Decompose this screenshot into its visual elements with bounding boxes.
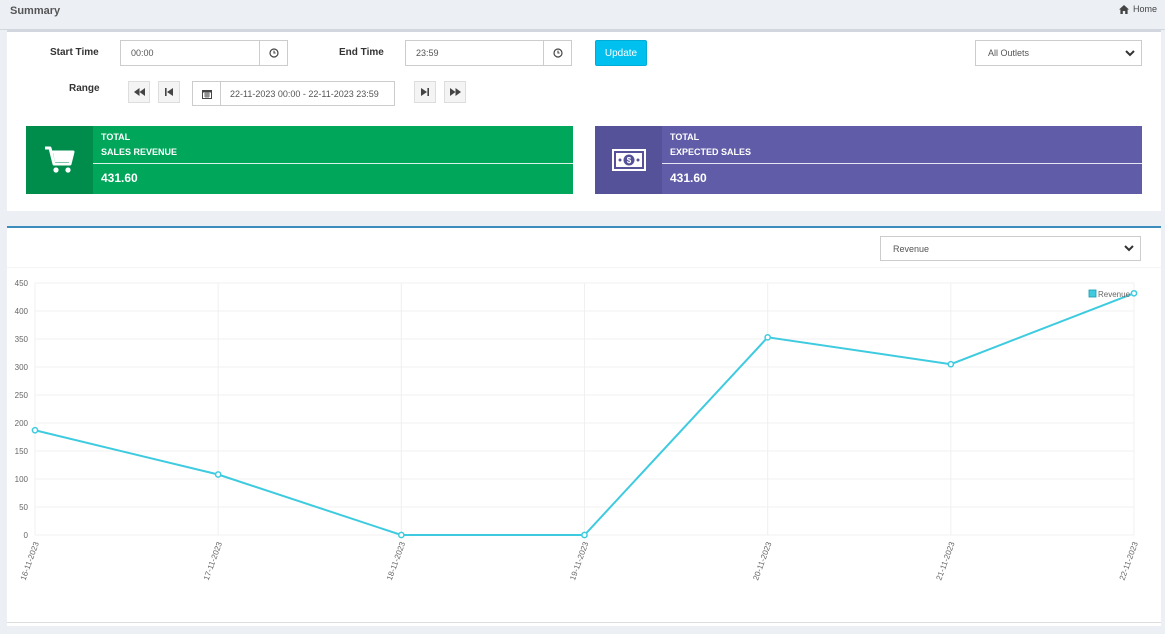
start-time-value[interactable]: 00:00 xyxy=(131,48,154,58)
chevron-down-icon xyxy=(1125,49,1135,56)
update-button[interactable]: Update xyxy=(595,40,647,66)
legend-swatch xyxy=(1088,289,1097,298)
fast-forward-icon xyxy=(449,88,461,96)
breadcrumb[interactable]: Home xyxy=(1118,4,1157,14)
step-forward-icon xyxy=(421,88,429,96)
y-tick-label: 350 xyxy=(15,335,29,344)
y-tick-label: 300 xyxy=(15,363,29,372)
x-tick-label: 22-11-2023 xyxy=(1118,540,1140,581)
filter-panel: Start Time 00:00 End Time 23:59 Update A… xyxy=(7,30,1161,211)
money-icon: $ xyxy=(595,126,662,194)
sales-revenue-card: TOTAL SALES REVENUE 431.60 xyxy=(26,126,573,194)
revenue-data-point xyxy=(764,333,772,341)
chevron-down-icon xyxy=(1124,245,1134,252)
fast-backward-icon xyxy=(133,88,145,96)
outlet-select[interactable]: All Outlets xyxy=(975,40,1142,66)
end-time-value[interactable]: 23:59 xyxy=(416,48,439,58)
chart-metric-value: Revenue xyxy=(893,243,930,254)
revenue-data-point xyxy=(1130,289,1138,297)
expected-sales-line1: TOTAL xyxy=(670,132,700,142)
y-tick-label: 200 xyxy=(15,419,29,428)
y-tick-label: 450 xyxy=(15,279,29,288)
divider xyxy=(93,163,573,164)
start-time-label: Start Time xyxy=(50,47,99,58)
expected-sales-card: $ TOTAL EXPECTED SALES 431.60 xyxy=(595,126,1142,194)
home-icon xyxy=(1118,4,1129,14)
date-range-field[interactable]: 22-11-2023 00:00 - 22-11-2023 23:59 xyxy=(192,81,395,106)
revenue-data-point xyxy=(581,531,588,539)
revenue-data-point xyxy=(214,471,222,478)
x-tick-label: 18-11-2023 xyxy=(385,540,407,581)
end-time-label: End Time xyxy=(339,47,384,58)
top-bar: Summary Home xyxy=(0,0,1165,30)
x-tick-label: 21-11-2023 xyxy=(934,540,956,581)
end-time-field[interactable]: 23:59 xyxy=(405,40,572,66)
page-title: Summary xyxy=(10,5,61,17)
clock-icon[interactable] xyxy=(543,41,571,65)
y-tick-label: 50 xyxy=(19,503,28,512)
outlet-select-value: All Outlets xyxy=(988,48,1030,58)
range-label: Range xyxy=(69,83,100,94)
chart-panel-header: Revenue xyxy=(7,228,1161,268)
y-tick-label: 400 xyxy=(15,307,29,316)
divider xyxy=(662,163,1142,164)
x-tick-label: 17-11-2023 xyxy=(202,540,224,581)
sales-revenue-line2: SALES REVENUE xyxy=(101,147,178,157)
x-tick-label: 20-11-2023 xyxy=(751,540,773,581)
y-tick-label: 100 xyxy=(15,475,29,484)
start-time-field[interactable]: 00:00 xyxy=(120,40,288,66)
sales-revenue-line1: TOTAL xyxy=(101,132,131,142)
range-prev-button[interactable] xyxy=(158,81,180,103)
breadcrumb-home[interactable]: Home xyxy=(1132,4,1157,14)
sales-revenue-value: 431.60 xyxy=(101,171,138,185)
legend-label: Revenue xyxy=(1098,290,1131,299)
y-tick-label: 0 xyxy=(24,531,29,540)
x-tick-label: 16-11-2023 xyxy=(19,540,41,581)
cart-icon xyxy=(26,126,93,194)
range-first-button[interactable] xyxy=(128,81,150,103)
step-backward-icon xyxy=(165,88,173,96)
chart-metric-select[interactable]: Revenue xyxy=(880,236,1141,261)
x-tick-label: 19-11-2023 xyxy=(568,540,590,581)
date-range-value[interactable]: 22-11-2023 00:00 - 22-11-2023 23:59 xyxy=(230,89,379,99)
expected-sales-value: 431.60 xyxy=(670,171,707,185)
calendar-icon[interactable] xyxy=(193,82,221,105)
divider xyxy=(7,622,1161,623)
revenue-line-chart: 0 50 100 150 200 250 300 350 400 450 16-11-2023 17-… xyxy=(15,279,1140,582)
range-next-button[interactable] xyxy=(414,81,436,103)
range-last-button[interactable] xyxy=(444,81,466,103)
clock-icon[interactable] xyxy=(259,41,287,65)
y-tick-label: 150 xyxy=(15,447,29,456)
svg-text:$: $ xyxy=(626,156,631,165)
revenue-data-point xyxy=(397,531,405,539)
expected-sales-line2: EXPECTED SALES xyxy=(670,147,752,157)
revenue-data-point xyxy=(947,360,955,368)
revenue-data-point xyxy=(31,426,39,434)
y-tick-label: 250 xyxy=(15,391,29,400)
